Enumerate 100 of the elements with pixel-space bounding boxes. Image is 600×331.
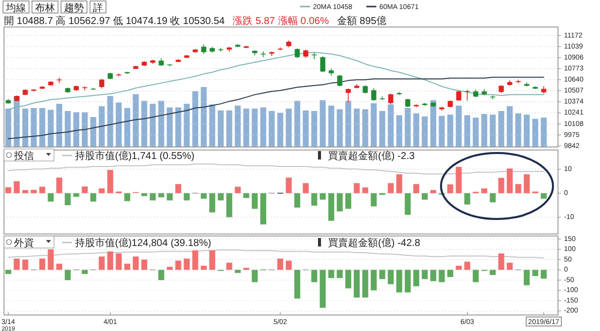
bar	[166, 266, 173, 270]
bar	[39, 186, 46, 194]
bar	[209, 250, 216, 270]
bar	[524, 174, 530, 194]
bar	[82, 270, 88, 274]
text: 均線	[5, 2, 26, 14]
bar	[286, 178, 292, 194]
bar	[39, 258, 46, 270]
bar	[260, 193, 266, 224]
bar	[328, 193, 334, 221]
candlestick	[294, 48, 300, 58]
bar	[98, 256, 105, 270]
bar	[379, 270, 386, 280]
text: 漲跌 5.87 漲幅 0.06%	[232, 15, 329, 27]
bar	[277, 258, 284, 270]
bar	[141, 260, 148, 270]
bar	[14, 258, 20, 270]
bar	[226, 193, 232, 218]
bar	[362, 270, 368, 298]
bar	[175, 260, 182, 270]
legend-label: 買賣超金額(億) -2.3	[328, 150, 416, 162]
bar	[286, 260, 292, 270]
candlestick	[371, 88, 376, 102]
bar	[5, 270, 12, 274]
bar	[64, 270, 71, 280]
bar	[184, 193, 190, 200]
bar	[294, 193, 300, 208]
bar	[107, 170, 114, 194]
bar	[166, 193, 173, 200]
text: 布林	[35, 2, 55, 14]
bar	[184, 258, 190, 270]
bar	[158, 193, 164, 198]
bar	[336, 193, 343, 212]
bar	[422, 270, 428, 280]
bar	[532, 270, 538, 276]
bar	[124, 193, 130, 202]
candlestick	[337, 74, 342, 87]
bar	[73, 193, 80, 197]
candlestick	[201, 44, 206, 54]
bar	[252, 193, 258, 209]
text: 買賣超金額(億) -42.8	[328, 237, 421, 249]
bar	[464, 193, 470, 204]
candlestick	[346, 88, 351, 103]
bar	[209, 193, 216, 212]
bar	[354, 183, 360, 194]
chart-title: 外資	[14, 237, 34, 249]
bar	[320, 100, 326, 147]
bar	[396, 270, 402, 292]
bar	[422, 193, 428, 200]
bar	[388, 270, 394, 284]
bar	[413, 184, 420, 194]
bar	[320, 270, 326, 308]
bar	[64, 193, 71, 206]
bar	[14, 181, 20, 194]
bar	[311, 193, 318, 206]
candlestick	[320, 56, 326, 72]
bar	[200, 266, 207, 270]
candlestick	[464, 89, 470, 102]
bar	[506, 168, 513, 194]
bar	[328, 270, 334, 278]
legend-label: 持股市值(億)1,741 (0.55%)	[75, 150, 194, 162]
bar	[430, 270, 436, 282]
bar	[328, 106, 334, 147]
bar	[90, 193, 96, 202]
bar	[107, 251, 114, 270]
bar	[370, 270, 377, 290]
candlestick	[99, 78, 104, 89]
bar	[456, 266, 462, 270]
bar	[404, 270, 411, 292]
bar	[175, 184, 182, 194]
bar	[438, 270, 445, 282]
bar	[252, 270, 258, 282]
bar	[311, 270, 318, 282]
bar	[413, 270, 420, 286]
text: 金額 895億	[336, 15, 386, 27]
bar	[141, 193, 148, 196]
bar	[524, 270, 530, 286]
bar	[226, 262, 232, 270]
bar	[370, 193, 377, 206]
bar	[336, 270, 343, 278]
bar	[456, 166, 462, 194]
bar	[200, 193, 207, 199]
bar	[56, 264, 62, 270]
bar	[498, 178, 504, 194]
chart-title: 投信	[13, 150, 34, 162]
bar	[345, 193, 352, 209]
bar	[124, 264, 130, 270]
bar	[354, 270, 360, 298]
bar	[515, 184, 522, 194]
bar	[540, 193, 547, 199]
bar	[498, 253, 504, 270]
bar	[302, 183, 309, 194]
text: 趨勢	[64, 2, 84, 14]
bar	[388, 183, 394, 194]
bar	[192, 250, 198, 270]
bar	[506, 262, 513, 270]
bar	[234, 270, 241, 273]
bar	[464, 262, 470, 270]
bar	[243, 193, 250, 198]
bar	[48, 249, 54, 270]
